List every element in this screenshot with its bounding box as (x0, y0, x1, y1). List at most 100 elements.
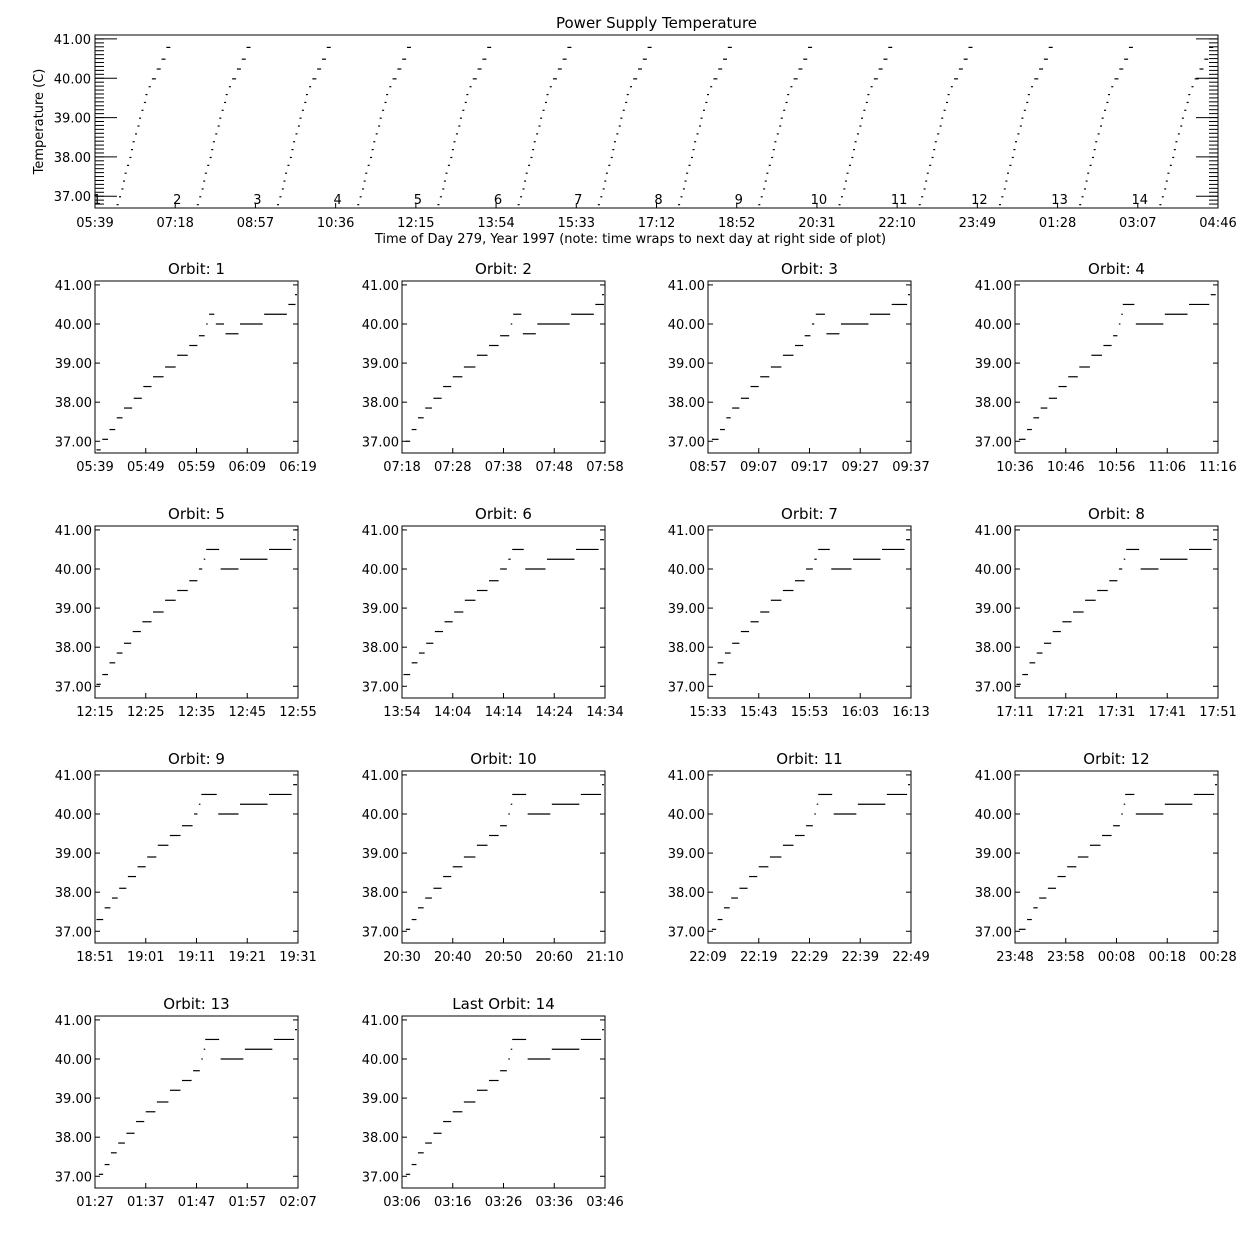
data-point (357, 204, 360, 206)
panel-title: Orbit: 5 (168, 505, 225, 523)
y-tick-label: 41.00 (668, 279, 705, 294)
y-tick-label: 39.00 (55, 847, 92, 862)
x-tick-label: 20:30 (383, 950, 420, 965)
data-point (392, 78, 397, 80)
x-tick-label: 22:10 (878, 216, 915, 231)
y-tick-label: 41.00 (55, 769, 92, 784)
x-tick-label: 23:48 (996, 950, 1033, 965)
data-point (299, 117, 302, 119)
data-point (520, 196, 523, 198)
data-point (141, 109, 144, 111)
data-point (1093, 149, 1096, 151)
data-point (865, 101, 868, 104)
data-point (379, 117, 382, 119)
panel-frame (401, 770, 606, 944)
data-point (1006, 172, 1009, 174)
data-point (854, 141, 857, 143)
x-tick-label: 17:11 (996, 705, 1033, 720)
data-point (846, 172, 849, 174)
data-point (453, 141, 456, 143)
data-point (533, 141, 536, 143)
data-point (958, 68, 963, 70)
data-point (1159, 204, 1162, 206)
data-point (439, 196, 442, 198)
data-point (1011, 156, 1014, 159)
x-tick-label: 03:07 (1119, 216, 1156, 231)
panel-frame (94, 770, 299, 944)
data-point (844, 180, 847, 182)
data-point (1108, 93, 1111, 96)
data-point (923, 188, 926, 190)
data-point (524, 180, 527, 182)
y-tick-label: 37.00 (55, 1170, 92, 1185)
data-point (386, 93, 389, 96)
data-point (211, 149, 214, 151)
data-point (124, 172, 127, 174)
data-point (863, 109, 866, 111)
data-point (119, 196, 122, 198)
data-point (221, 109, 224, 111)
x-tick-label: 07:18 (156, 216, 193, 231)
data-point (397, 68, 402, 70)
y-axis-label: Temperature (C) (32, 69, 47, 176)
data-point (373, 141, 376, 143)
data-point (447, 164, 450, 166)
data-point (859, 125, 862, 127)
data-point (161, 58, 166, 60)
data-point (926, 172, 929, 174)
y-tick-label: 38.00 (362, 396, 399, 411)
x-tick-label: 17:31 (1098, 705, 1135, 720)
data-point (285, 172, 288, 174)
y-tick-label: 39.00 (975, 847, 1012, 862)
data-point (1128, 46, 1133, 48)
data-point (1199, 68, 1204, 70)
x-tick-label: 05:39 (76, 460, 113, 475)
x-tick-label: 09:37 (892, 460, 929, 475)
data-point (1173, 149, 1176, 151)
y-tick-label: 41.00 (975, 279, 1012, 294)
data-point (929, 164, 932, 166)
data-point (1089, 164, 1092, 166)
data-point (530, 156, 533, 159)
data-point (764, 180, 767, 182)
orbit-number-label: 6 (494, 193, 502, 208)
y-tick-label: 41.00 (975, 524, 1012, 539)
data-point (647, 46, 652, 48)
x-tick-label: 12:55 (279, 705, 316, 720)
data-point (127, 164, 130, 166)
data-point (246, 46, 251, 48)
data-point (878, 68, 883, 70)
x-axis-label: Time of Day 279, Year 1997 (note: time w… (374, 232, 886, 247)
panel-title: Last Orbit: 14 (452, 995, 554, 1013)
data-point (1015, 141, 1018, 143)
y-tick-label: 41.00 (975, 769, 1012, 784)
data-point (135, 133, 138, 135)
data-point (1104, 109, 1107, 111)
x-tick-label: 14:14 (485, 705, 522, 720)
x-tick-label: 06:19 (279, 460, 316, 475)
y-tick-label: 38.00 (362, 641, 399, 656)
data-point (1003, 188, 1006, 190)
data-point (678, 204, 681, 206)
data-point (143, 101, 146, 104)
orbit-number-label: 10 (811, 193, 828, 208)
y-tick-label: 40.00 (975, 808, 1012, 823)
data-point (225, 93, 228, 96)
data-point (867, 93, 870, 96)
panel-frame (401, 525, 606, 699)
data-point (968, 46, 973, 48)
data-point (442, 188, 445, 190)
data-point (1095, 141, 1098, 143)
data-point (605, 172, 608, 174)
data-point (597, 204, 600, 206)
y-tick-label: 41.00 (362, 769, 399, 784)
data-point (469, 86, 472, 88)
data-point (365, 172, 368, 174)
data-point (710, 86, 713, 88)
data-point (1081, 196, 1084, 198)
x-tick-label: 19:11 (178, 950, 215, 965)
panel-title: Orbit: 2 (475, 260, 532, 278)
data-point (723, 58, 728, 60)
data-point (1165, 180, 1168, 182)
